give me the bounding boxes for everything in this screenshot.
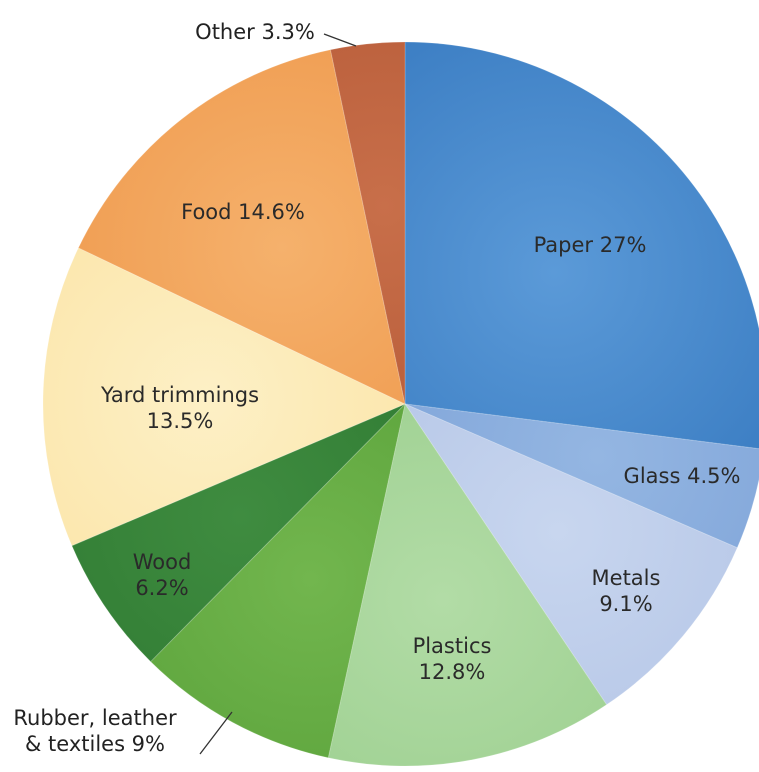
slice-glass [404,403,759,549]
label-line: Other 3.3% [195,20,315,44]
label-line: Yard trimmings [100,383,259,407]
label-line: & textiles 9% [25,732,165,756]
label-plastics: Plastics 12.8% [413,634,492,684]
leader-lines [199,33,357,755]
label-line: Paper 27% [534,233,647,257]
label-line: Plastics [413,634,492,658]
leader-line-rubber-leather-textiles [199,711,233,755]
slice-wood [71,403,406,663]
label-line: Rubber, leather [13,706,177,730]
label-glass: Glass 4.5% [624,464,741,488]
label-line: Food 14.6% [181,200,305,224]
label-line: 12.8% [419,660,486,684]
label-wood: Wood 6.2% [133,550,192,600]
label-line: 13.5% [147,409,214,433]
slice-metals [403,402,738,706]
slice-rubber-leather-textiles [149,402,406,759]
label-line: Wood [133,550,192,574]
label-metals: Metals 9.1% [592,566,661,616]
label-other: Other 3.3% [195,20,315,44]
slice-plastics [327,402,608,767]
label-line: Metals [592,566,661,590]
slice-other [329,41,406,405]
slice-yard-trimmings [42,247,407,547]
label-line: Glass 4.5% [624,464,741,488]
leader-line-other [323,33,357,47]
label-yard-trimmings: Yard trimmings 13.5% [100,383,259,433]
pie-slices [42,41,759,767]
slice-food [77,49,406,405]
label-line: 6.2% [135,576,188,600]
slice-labels: Paper 27% Glass 4.5% Metals 9.1% Plastics 12.… [13,20,740,756]
label-food: Food 14.6% [181,200,305,224]
label-line: 9.1% [599,592,652,616]
slice-paper [404,41,759,450]
label-rubber-leather-textiles: Rubber, leather & textiles 9% [13,706,177,756]
label-paper: Paper 27% [534,233,647,257]
